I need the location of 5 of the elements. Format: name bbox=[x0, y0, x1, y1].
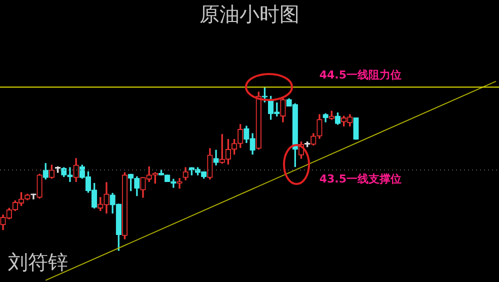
chart-title: 原油小时图 bbox=[200, 2, 300, 26]
ref-line-label: 44.5一线阻力位 bbox=[319, 68, 402, 82]
annotation: 刘符锌 bbox=[8, 250, 68, 274]
ref-line-label: 43.5一线支撑位 bbox=[319, 172, 402, 186]
candlestick bbox=[176, 178, 182, 189]
